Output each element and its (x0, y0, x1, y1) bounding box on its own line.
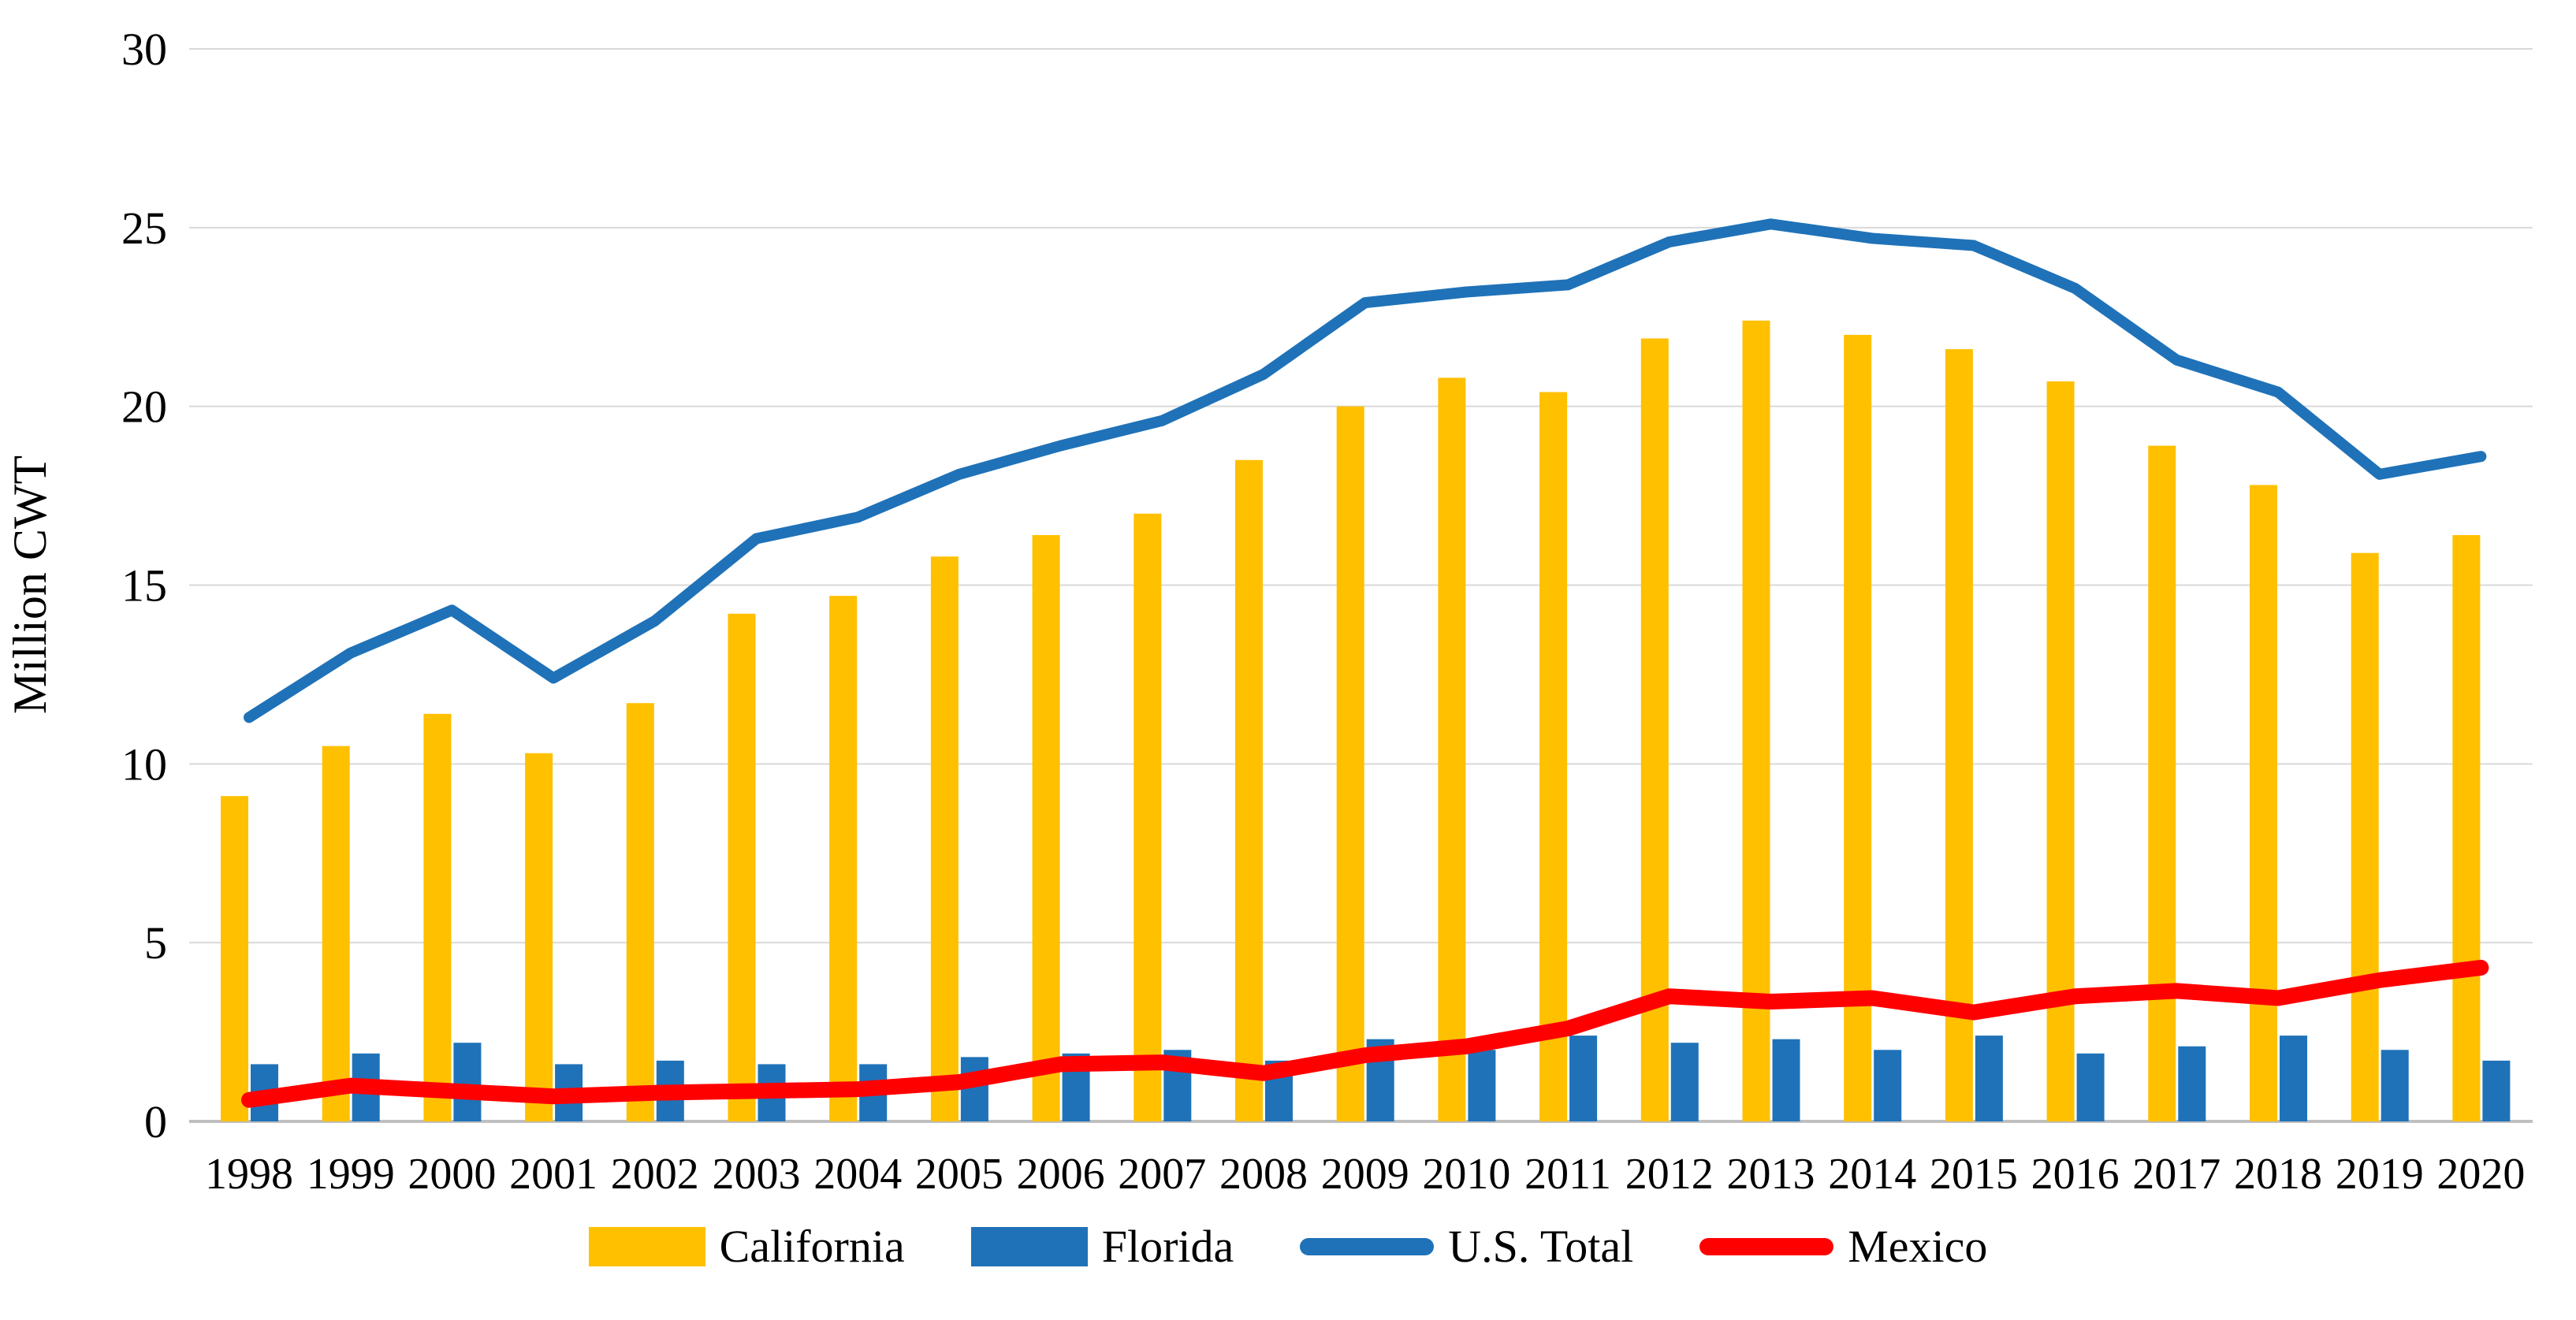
x-tick-label-2007: 2007 (1118, 1150, 1206, 1199)
x-tick-label-2012: 2012 (1625, 1150, 1714, 1199)
x-tick-label-2001: 2001 (509, 1150, 597, 1199)
x-tick-label-1999: 1999 (307, 1150, 395, 1199)
x-tick-label-2016: 2016 (2031, 1150, 2120, 1199)
bar-florida-2010 (1468, 1050, 1496, 1121)
bar-california-2015 (1945, 349, 1973, 1122)
bar-florida-2019 (2381, 1050, 2409, 1121)
bar-california-2005 (930, 556, 959, 1121)
x-tick-label-2015: 2015 (1930, 1150, 2018, 1199)
y-tick-label-10: 10 (121, 738, 167, 790)
bar-california-2009 (1336, 406, 1364, 1121)
x-tick-label-2002: 2002 (611, 1150, 699, 1199)
bar-california-2011 (1539, 392, 1568, 1121)
legend-label-mexico: Mexico (1848, 1221, 1988, 1272)
y-tick-label-20: 20 (121, 381, 167, 433)
legend: California Florida U.S. Total Mexico (0, 1220, 2576, 1273)
lines-group (241, 218, 2489, 1108)
y-tick-label-5: 5 (144, 917, 167, 969)
bar-california-2002 (626, 703, 654, 1121)
y-tick-label-15: 15 (121, 560, 167, 612)
bar-california-1998 (221, 796, 248, 1121)
bar-florida-2011 (1569, 1036, 1598, 1121)
x-tick-label-2013: 2013 (1727, 1150, 1815, 1199)
bar-california-2003 (728, 613, 756, 1121)
bar-california-2000 (423, 713, 452, 1121)
x-tick-label-2011: 2011 (1524, 1150, 1611, 1199)
legend-item-florida: Florida (970, 1220, 1234, 1273)
x-tick-label-2000: 2000 (408, 1150, 496, 1199)
bar-florida-2013 (1772, 1039, 1800, 1121)
bar-california-2001 (525, 753, 553, 1121)
legend-line-marker-u-s-total (1300, 1237, 1435, 1255)
bar-california-2010 (1438, 377, 1466, 1122)
x-tick-label-2004: 2004 (813, 1150, 902, 1199)
bar-florida-2012 (1670, 1043, 1699, 1121)
bar-california-1999 (322, 746, 350, 1121)
bar-california-2017 (2148, 445, 2176, 1121)
bar-california-2020 (2452, 534, 2481, 1121)
bar-florida-2014 (1874, 1050, 1902, 1121)
y-tick-label-0: 0 (144, 1096, 167, 1147)
bar-florida-2016 (2076, 1053, 2105, 1121)
bar-california-2007 (1134, 513, 1162, 1121)
bar-california-2008 (1235, 459, 1263, 1121)
x-tick-label-2008: 2008 (1219, 1150, 1308, 1199)
x-tick-label-2017: 2017 (2132, 1150, 2220, 1199)
bar-california-2018 (2250, 485, 2277, 1121)
y-tick-label-25: 25 (121, 203, 167, 254)
bar-california-2013 (1742, 320, 1770, 1122)
bar-california-2016 (2046, 381, 2075, 1121)
x-tick-label-2003: 2003 (713, 1150, 801, 1199)
x-tick-label-2018: 2018 (2234, 1150, 2322, 1199)
y-axis-title: Million CWT (4, 455, 56, 714)
x-tick-label-2006: 2006 (1017, 1150, 1105, 1199)
legend-label-florida: Florida (1101, 1221, 1234, 1272)
bar-florida-2018 (2280, 1036, 2307, 1121)
bar-florida-2000 (453, 1043, 482, 1121)
bar-florida-2005 (960, 1057, 988, 1121)
x-tick-label-2010: 2010 (1422, 1150, 1510, 1199)
legend-swatch-california (588, 1226, 705, 1266)
y-tick-labels-group: 0 5 10 15 20 25 30 (121, 24, 167, 1147)
bar-california-2019 (2351, 552, 2379, 1121)
legend-label-u-s-total: U.S. Total (1448, 1221, 1634, 1272)
line-mexico (241, 959, 2489, 1108)
bar-florida-2020 (2482, 1060, 2511, 1121)
x-tick-label-2009: 2009 (1321, 1150, 1409, 1199)
bar-california-2006 (1032, 534, 1060, 1121)
bar-california-2014 (1844, 334, 1872, 1121)
x-tick-labels-group: 1998 1999 2000 2001 2002 2003 2004 2005 2006 2007… (205, 1150, 2525, 1199)
x-tick-label-2014: 2014 (1828, 1150, 1916, 1199)
bar-florida-2015 (1975, 1036, 2003, 1121)
bar-california-2004 (829, 596, 858, 1121)
bars-group (221, 320, 2511, 1122)
x-tick-label-1998: 1998 (205, 1150, 293, 1199)
legend-item-california: California (588, 1220, 905, 1273)
x-tick-label-2020: 2020 (2436, 1150, 2525, 1199)
legend-item-mexico: Mexico (1699, 1220, 1987, 1273)
x-tick-label-2005: 2005 (915, 1150, 1003, 1199)
y-tick-label-30: 30 (121, 24, 167, 75)
legend-item-u-s-total: U.S. Total (1300, 1220, 1633, 1273)
legend-line-marker-mexico (1699, 1237, 1834, 1255)
line-u-s-total (244, 218, 2487, 723)
legend-label-california: California (719, 1221, 905, 1272)
bar-florida-2017 (2178, 1046, 2206, 1121)
x-tick-label-2019: 2019 (2336, 1150, 2424, 1199)
legend-swatch-florida (970, 1226, 1088, 1266)
